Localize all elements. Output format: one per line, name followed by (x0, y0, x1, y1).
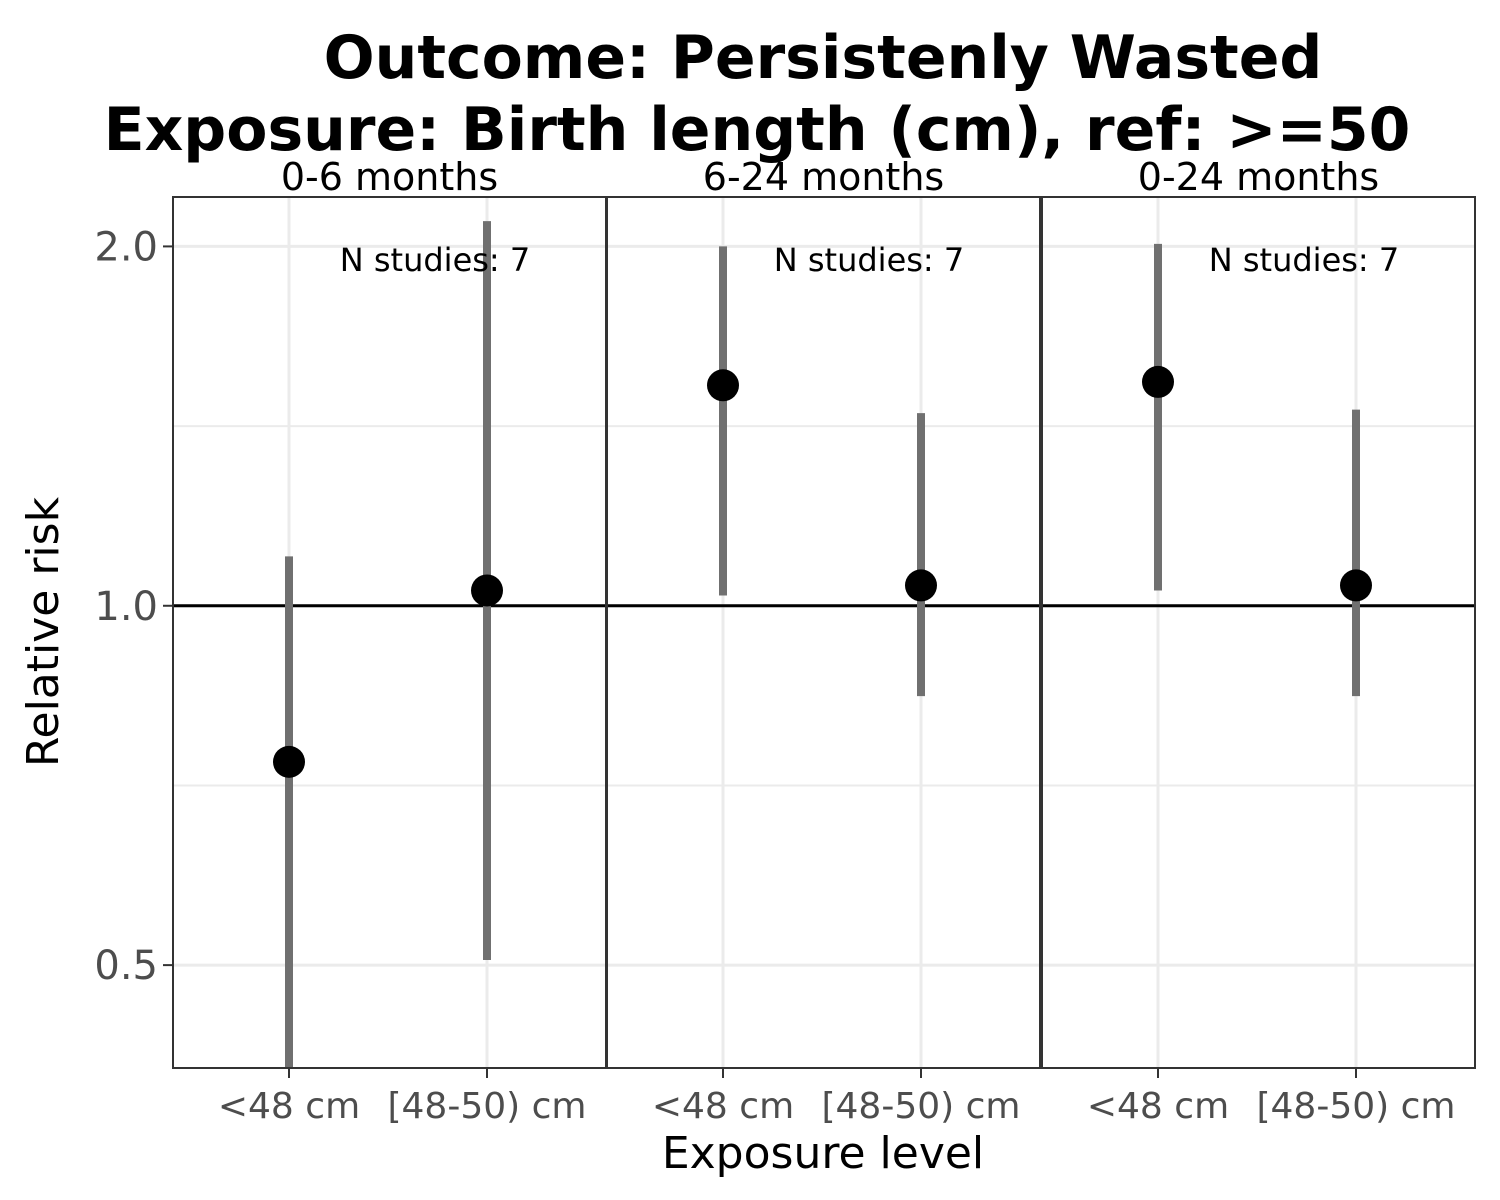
facet-strip-label: 0-6 months (281, 155, 498, 199)
panel-border (1041, 196, 1476, 1069)
point-estimate (1340, 569, 1372, 602)
facet-strip-label: 0-24 months (1138, 155, 1379, 199)
x-tick-label: <48 cm (652, 1086, 794, 1127)
chart-title-line-1: Outcome: Persistenly Wasted (324, 23, 1323, 93)
panel-border (606, 196, 1041, 1069)
chart-title-line-2: Exposure: Birth length (cm), ref: >=50 (104, 95, 1411, 165)
point-estimate (905, 569, 937, 602)
y-tick-label: 2.0 (94, 224, 158, 270)
x-tick-label: [48-50) cm (1256, 1086, 1455, 1127)
x-tick-label: <48 cm (1087, 1086, 1229, 1127)
y-axis: 0.5 1.0 2.0 (94, 224, 173, 989)
y-axis-title: Relative risk (18, 496, 69, 767)
panel-border (172, 196, 607, 1069)
n-studies-label: N studies: 7 (774, 241, 964, 279)
point-estimate (1142, 365, 1174, 398)
facet-panel: 0-6 months N studies: 7 <48 cm [48-50) cm (172, 155, 607, 1127)
facet-strip-label: 6-24 months (703, 155, 944, 199)
point-estimate (471, 574, 503, 607)
x-tick-label: [48-50) cm (387, 1086, 586, 1127)
facet-panel: 6-24 months N studies: 7 <48 cm [48-50) cm (606, 155, 1041, 1127)
facet-panel: 0-24 months N studies: 7 <48 cm [48-50) cm (1041, 155, 1476, 1127)
n-studies-label: N studies: 7 (340, 241, 530, 279)
point-estimate (707, 369, 739, 402)
y-tick-label: 1.0 (94, 584, 158, 630)
y-tick-label: 0.5 (94, 943, 158, 989)
n-studies-label: N studies: 7 (1209, 241, 1399, 279)
x-tick-label: <48 cm (218, 1086, 360, 1127)
x-axis-title: Exposure level (662, 1128, 984, 1179)
x-tick-label: [48-50) cm (821, 1086, 1020, 1127)
point-estimate (273, 745, 305, 778)
